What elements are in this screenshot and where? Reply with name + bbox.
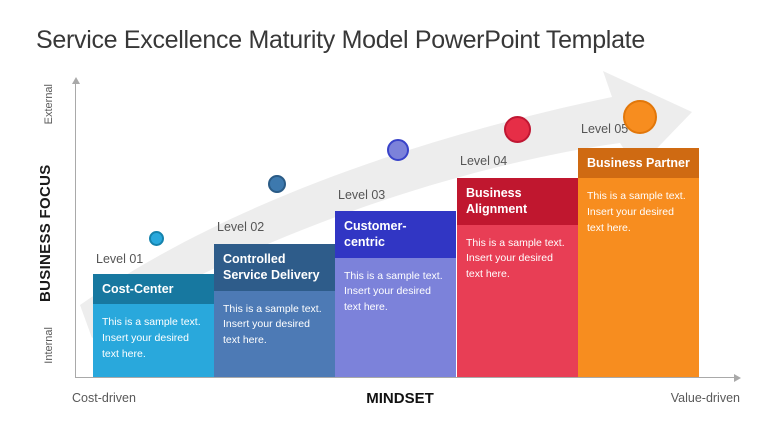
x-axis-label-value-driven: Value-driven — [670, 391, 740, 405]
bar-header: Business Partner — [578, 148, 699, 179]
y-axis-title: BUSINESS FOCUS — [37, 164, 54, 302]
y-axis-label-internal: Internal — [43, 327, 55, 364]
bar-sample-text: This is a sample text. Insert your desir… — [223, 302, 322, 347]
y-axis-arrow-icon — [72, 77, 80, 84]
milestone-dot-level-02 — [268, 175, 286, 193]
bar-title: Business Partner — [587, 156, 690, 170]
bar-title: Controlled Service Delivery — [223, 252, 320, 283]
x-axis-arrow-icon — [734, 374, 741, 382]
maturity-bar-level-05: Business Partner This is a sample text. … — [578, 148, 699, 377]
milestone-dot-level-03 — [387, 139, 409, 161]
bar-title: Customer-centric — [344, 219, 407, 250]
bar-sample-text: This is a sample text. Insert your desir… — [102, 316, 201, 360]
y-axis-label-external: External — [43, 84, 55, 125]
bar-title: Business Alignment — [466, 186, 528, 217]
bar-header: Controlled Service Delivery — [214, 244, 335, 291]
bar-body: This is a sample text. Insert your desir… — [93, 304, 214, 377]
bar-header: Customer-centric — [335, 211, 456, 258]
x-axis-line — [75, 377, 736, 378]
bar-sample-text: This is a sample text. Insert your desir… — [466, 236, 565, 281]
bar-header: Cost-Center — [93, 274, 214, 305]
level-label-04: Level 04 — [460, 154, 508, 168]
bar-sample-text: This is a sample text. Insert your desir… — [344, 269, 443, 314]
level-label-05: Level 05 — [581, 122, 629, 136]
maturity-bar-level-04: Business Alignment This is a sample text… — [457, 178, 578, 377]
bar-body: This is a sample text. Insert your desir… — [578, 178, 699, 377]
maturity-bar-level-01: Cost-Center This is a sample text. Inser… — [93, 274, 214, 377]
growth-arrow-band — [80, 71, 692, 338]
milestone-dot-level-05 — [623, 100, 657, 134]
bar-header: Business Alignment — [457, 178, 578, 225]
level-label-03: Level 03 — [338, 188, 386, 202]
milestone-dot-level-04 — [504, 116, 531, 143]
bar-body: This is a sample text. Insert your desir… — [457, 225, 578, 378]
level-label-02: Level 02 — [217, 220, 265, 234]
x-axis-label-cost-driven: Cost-driven — [72, 391, 136, 405]
bar-body: This is a sample text. Insert your desir… — [335, 258, 456, 378]
y-axis-line — [75, 84, 76, 377]
slide-title: Service Excellence Maturity Model PowerP… — [36, 26, 645, 54]
x-axis-title: MINDSET — [366, 390, 434, 407]
maturity-bar-level-02: Controlled Service Delivery This is a sa… — [214, 244, 335, 377]
bar-title: Cost-Center — [102, 282, 174, 296]
bar-sample-text: This is a sample text. Insert your desir… — [587, 190, 686, 234]
bar-body: This is a sample text. Insert your desir… — [214, 291, 335, 378]
milestone-dot-level-01 — [149, 231, 164, 246]
maturity-bar-level-03: Customer-centric This is a sample text. … — [335, 211, 456, 377]
level-label-01: Level 01 — [96, 252, 144, 266]
